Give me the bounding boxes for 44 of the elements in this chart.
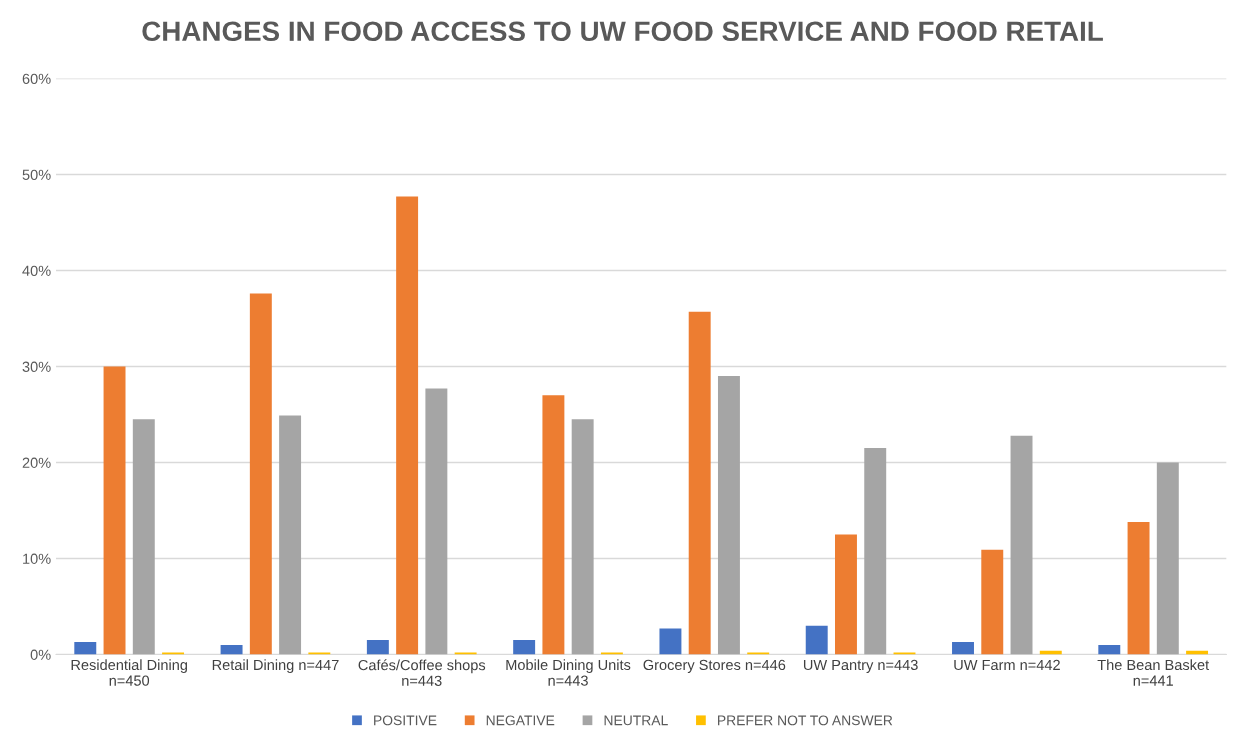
x-tick-label: The Bean Basket n=441 (1097, 659, 1210, 686)
y-tick-label: 60% (22, 73, 51, 84)
bar (1010, 435, 1033, 655)
bar (571, 419, 594, 655)
legend-label: NEUTRAL (604, 715, 668, 726)
bar (835, 534, 857, 655)
legend-label: NEGATIVE (486, 715, 555, 726)
bar (981, 549, 1004, 655)
bar (864, 448, 887, 655)
bar (1156, 462, 1179, 655)
bar (513, 640, 536, 655)
bar (396, 196, 419, 655)
bar (425, 388, 448, 655)
x-tick-label: UW Pantry n=443 (803, 659, 918, 673)
bar (659, 628, 682, 655)
x-tick-label: Residential Dining n=450 (71, 659, 187, 686)
y-tick-label: 30% (22, 361, 51, 372)
bar (1127, 522, 1150, 655)
bar (542, 395, 565, 655)
bar (220, 644, 243, 655)
y-tick-label: 0% (30, 649, 51, 660)
legend-label: PREFER NOT TO ANSWER (718, 715, 893, 726)
legend-label: POSITIVE (374, 715, 437, 726)
y-tick-label: 50% (22, 169, 51, 180)
chart-title: CHANGES IN FOOD ACCESS TO UW FOOD SERVICE AND FOOD RETAIL (142, 21, 1103, 42)
bar (249, 293, 272, 655)
x-tick-label: Cafés/Coffee shops n=443 (358, 659, 486, 686)
bar (74, 642, 97, 655)
y-tick-label: 40% (22, 265, 51, 276)
x-tick-label: Mobile Dining Units n=443 (506, 659, 631, 686)
x-tick-label: Retail Dining n=447 (212, 659, 339, 673)
bar (132, 419, 155, 655)
bar (805, 625, 828, 655)
bar (717, 376, 740, 655)
bar (952, 642, 974, 655)
bar (1098, 644, 1121, 655)
y-tick-label: 20% (22, 457, 51, 468)
x-tick-label: UW Farm n=442 (954, 659, 1060, 671)
y-tick-label: 10% (23, 553, 51, 564)
bar (688, 311, 711, 655)
x-tick-label: Grocery Stores n=446 (643, 659, 786, 673)
bar (279, 415, 302, 655)
bar (103, 366, 126, 655)
bar (366, 640, 389, 655)
